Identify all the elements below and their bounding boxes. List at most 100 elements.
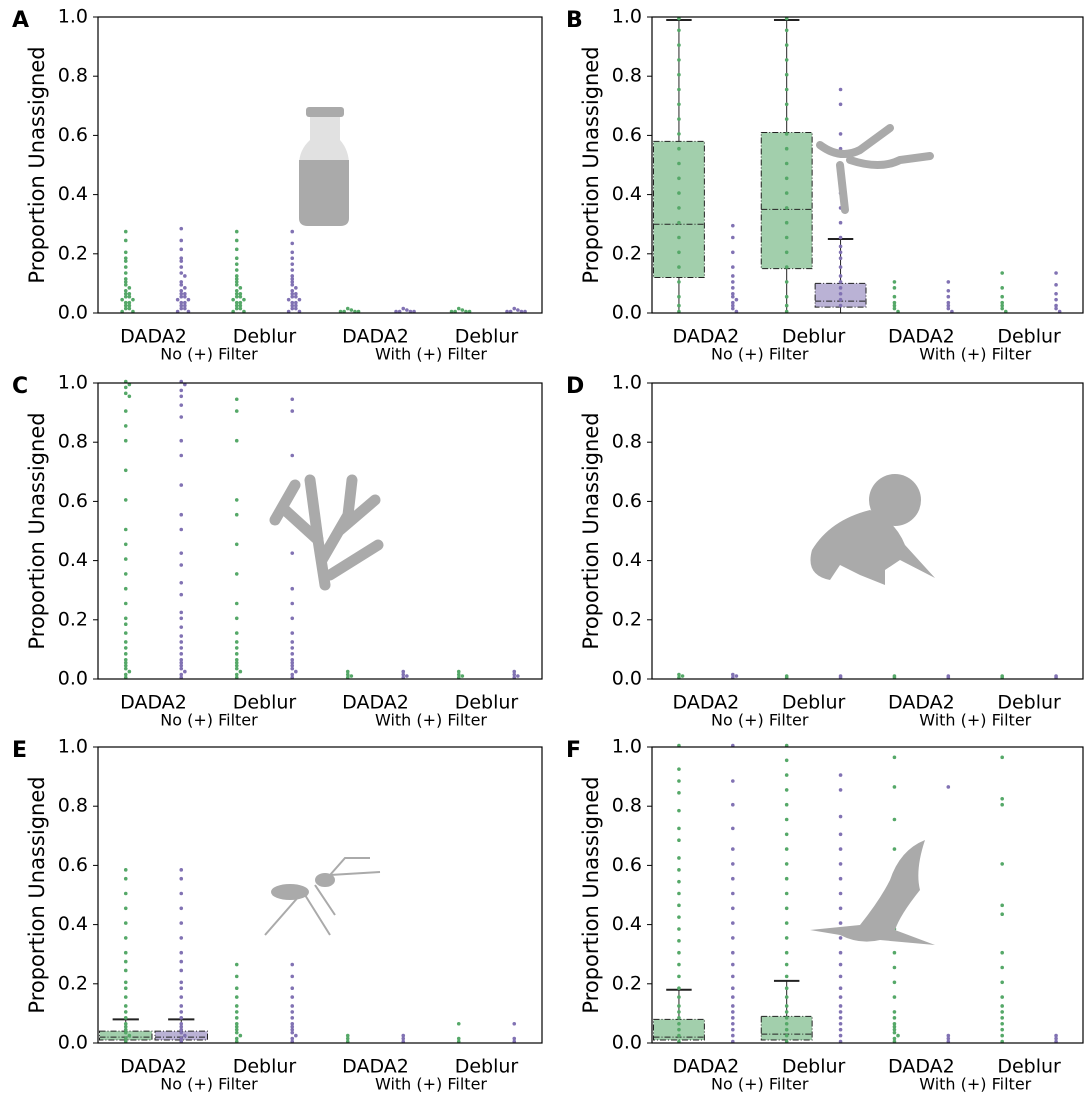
- swarm-point: [731, 1039, 735, 1044]
- swarm-point: [677, 856, 681, 860]
- swarm-point: [838, 1010, 843, 1014]
- swarm-point: [234, 640, 239, 644]
- swarm-point: [838, 950, 843, 955]
- swarm-point: [677, 1021, 681, 1026]
- x-tick-label: Deblur: [233, 326, 297, 348]
- swarm-point: [179, 247, 184, 252]
- swarm-point: [731, 294, 735, 299]
- y-tick-label: 0.0: [58, 1032, 88, 1054]
- swarm-point: [1000, 300, 1004, 305]
- swarm-point: [677, 927, 681, 931]
- swarm-point: [234, 631, 239, 635]
- hummingbird-icon: [816, 124, 934, 214]
- swarm-point: [179, 283, 184, 287]
- swarm-point: [294, 294, 298, 299]
- swarm-point: [234, 283, 239, 287]
- swarm-point: [892, 1021, 897, 1026]
- swarm-point: [731, 280, 735, 284]
- swarm-point: [784, 1004, 789, 1008]
- swarm-point: [345, 306, 350, 311]
- swarm-point: [677, 808, 681, 813]
- swarm-point: [123, 294, 128, 299]
- swarm-point: [784, 986, 789, 991]
- swarm-point: [838, 250, 843, 255]
- swarm-point: [838, 1039, 843, 1044]
- swarm-point: [179, 876, 184, 881]
- swarm-point: [677, 280, 681, 284]
- swarm-point: [234, 229, 239, 234]
- swarm-point: [1000, 980, 1004, 985]
- swarm-point: [731, 274, 735, 278]
- swarm-point: [731, 995, 735, 999]
- swarm-point: [784, 817, 789, 822]
- swarm-point: [677, 161, 681, 166]
- y-tick-label: 1.0: [612, 372, 642, 394]
- swarm-point: [1000, 303, 1004, 308]
- swarm-point: [677, 294, 681, 299]
- swarm-point: [838, 291, 843, 296]
- swarm-point: [183, 306, 187, 311]
- swarm-point: [290, 1036, 295, 1041]
- y-tick-label: 1.0: [612, 6, 642, 28]
- y-tick-label: 0.8: [58, 65, 88, 87]
- swarm-point: [290, 616, 295, 621]
- swarm-point: [123, 256, 128, 261]
- swarm-point: [179, 288, 184, 293]
- swarm-point: [179, 666, 184, 671]
- y-tick-label: 0.6: [612, 854, 642, 876]
- swarm-point: [294, 286, 298, 290]
- swarm-point: [294, 669, 298, 674]
- y-tick-label: 0.6: [58, 490, 88, 512]
- swarm-point: [179, 921, 184, 925]
- swarm-point: [677, 868, 681, 872]
- swarm-point: [784, 1027, 789, 1032]
- swarm-point: [179, 1021, 184, 1026]
- swarm-point: [731, 826, 735, 831]
- swarm-point: [294, 1033, 298, 1038]
- x-tick-label: DADA2: [120, 326, 187, 348]
- swarm-point: [234, 262, 239, 266]
- swarm-point: [123, 631, 128, 635]
- swarm-point: [1000, 294, 1004, 299]
- swarm-point: [1000, 1004, 1004, 1008]
- group-label: No (+) Filter: [711, 1075, 809, 1094]
- y-tick-label: 0.2: [58, 242, 88, 264]
- swarm-point: [677, 117, 681, 121]
- swarm-point: [946, 300, 951, 305]
- swarm-point: [892, 950, 897, 955]
- swarm-point: [290, 986, 295, 991]
- swarm-point: [401, 672, 406, 677]
- swarm-point: [677, 28, 681, 33]
- swarm-point: [892, 306, 897, 311]
- swarm-point: [456, 672, 461, 677]
- swarm-point: [294, 303, 298, 308]
- swarm-point: [290, 1010, 295, 1014]
- swarm-point: [677, 303, 681, 308]
- swarm-point: [183, 669, 187, 674]
- swarm-point: [892, 817, 897, 822]
- swarm-point: [946, 294, 951, 299]
- swarm-point: [234, 646, 239, 650]
- swarm-point: [179, 986, 184, 991]
- swarm-point: [512, 1036, 517, 1041]
- swarm-point: [123, 968, 128, 973]
- swarm-point: [290, 288, 295, 293]
- swarm-point: [677, 206, 681, 210]
- swarm-point: [123, 616, 128, 621]
- swarm-point: [179, 1027, 184, 1032]
- swarm-point: [1000, 1010, 1004, 1014]
- swarm-point: [784, 1021, 789, 1026]
- swarm-point: [677, 779, 681, 783]
- swarm-point: [784, 294, 789, 299]
- y-axis-label: Proportion Unassigned: [25, 776, 49, 1013]
- swarm-point: [838, 274, 843, 278]
- swarm-point: [123, 921, 128, 925]
- swarm-point: [123, 385, 128, 390]
- swarm-point: [179, 551, 184, 555]
- swarm-point: [234, 666, 239, 671]
- y-tick-label: 0.0: [612, 668, 642, 690]
- swarm-point: [234, 986, 239, 991]
- swarm-point: [123, 586, 128, 591]
- swarm-point: [731, 291, 735, 296]
- swarm-point: [179, 259, 184, 263]
